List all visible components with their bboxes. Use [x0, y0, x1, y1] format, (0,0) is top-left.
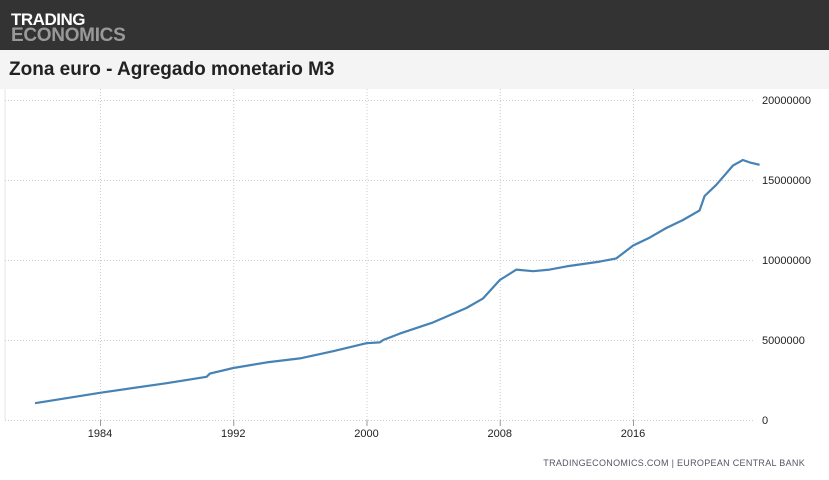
x-tick-label: 2016: [621, 428, 645, 440]
series-line-m3: [34, 158, 760, 405]
logo-economics[interactable]: ECONOMICS: [11, 25, 126, 46]
x-tick-label: 1992: [221, 428, 245, 440]
y-tick-label: 15000000: [762, 175, 811, 187]
y-tick-label: 0: [762, 415, 768, 427]
y-tick-label: 5000000: [762, 335, 805, 347]
logo-trading[interactable]: TRADING: [11, 10, 85, 29]
title-bar: Zona euro - Agregado monetario M3: [0, 50, 829, 89]
x-tick-label: 2008: [488, 428, 512, 440]
source-credit: TRADINGECONOMICS.COM | EUROPEAN CENTRAL …: [543, 458, 805, 468]
header-bar: TRADING ECONOMICS: [0, 0, 829, 50]
line-chart: 0 5000000 10000000 15000000 20000000 1984 1992…: [4, 89, 811, 440]
page-title: Zona euro - Agregado monetario M3: [9, 59, 335, 80]
x-tick-label: 2000: [354, 428, 378, 440]
y-tick-label: 20000000: [762, 95, 811, 107]
y-tick-label: 10000000: [762, 255, 811, 267]
x-tick-label: 1984: [88, 428, 112, 440]
